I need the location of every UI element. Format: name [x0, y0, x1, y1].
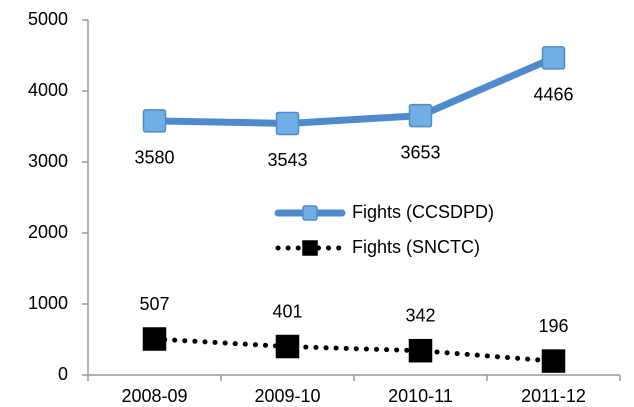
data-point: [275, 334, 300, 359]
data-point: [541, 349, 566, 373]
x-tick-label: 2008-09: [121, 386, 187, 406]
data-label: 342: [405, 305, 435, 325]
data-label: 401: [272, 301, 302, 321]
series-line: [152, 336, 556, 364]
y-tick-label: 4000: [28, 80, 68, 100]
y-tick-label: 1000: [28, 293, 68, 313]
y-tick-label: 5000: [28, 9, 68, 29]
data-point: [142, 109, 167, 133]
series-line: [151, 54, 557, 127]
data-label: 196: [538, 316, 568, 336]
data-point: [142, 327, 167, 351]
data-label: 3653: [400, 142, 440, 162]
data-label: 4466: [533, 85, 573, 105]
legend-marker: [302, 240, 318, 256]
y-tick-label: 0: [58, 364, 68, 384]
x-tick-label: 2009-10: [254, 386, 320, 406]
y-tick-label: 3000: [28, 151, 68, 171]
y-tick-label: 2000: [28, 222, 68, 242]
data-point: [408, 103, 433, 128]
data-label: 3580: [134, 148, 174, 168]
x-tick-label: 2011-12: [521, 386, 586, 406]
legend-marker: [302, 205, 318, 221]
data-point: [541, 46, 566, 70]
data-label: 507: [139, 294, 169, 314]
data-point: [408, 338, 433, 363]
data-point: [275, 111, 300, 136]
data-label: 3543: [267, 150, 307, 170]
legend-label: Fights (SNCTC): [352, 237, 480, 257]
legend-label: Fights (CCSDPD): [352, 202, 494, 222]
x-tick-label: 2010-11: [388, 386, 453, 406]
